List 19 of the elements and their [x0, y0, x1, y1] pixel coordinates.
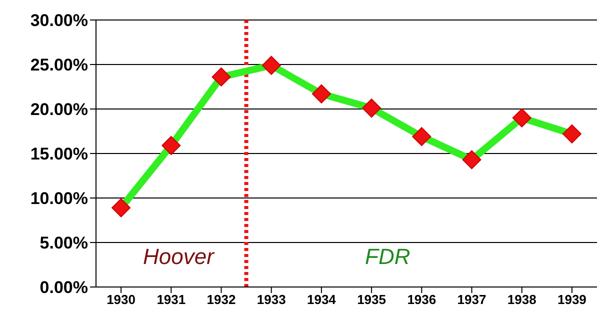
y-tick-label: 0.00% — [40, 278, 88, 298]
x-tick-label: 1939 — [557, 292, 586, 308]
x-tick-label: 1930 — [106, 292, 136, 308]
annotation: FDR — [365, 244, 410, 270]
x-tick-label: 1937 — [457, 292, 486, 308]
y-tick-label: 20.00% — [30, 100, 88, 120]
y-tick-label: 10.00% — [30, 189, 88, 208]
x-tick-label: 1935 — [357, 292, 386, 308]
x-tick-label: 1931 — [156, 292, 186, 308]
y-tick-label: 25.00% — [30, 56, 88, 75]
x-tick-label: 1938 — [507, 292, 536, 308]
y-tick-label: 15.00% — [30, 144, 88, 164]
y-tick-label: 5.00% — [40, 234, 88, 253]
x-tick-label: 1936 — [407, 292, 436, 308]
x-tick-label: 1933 — [256, 292, 286, 308]
annotation: Hoover — [143, 244, 214, 270]
y-tick-label: 30.00% — [30, 11, 88, 30]
x-tick-label: 1934 — [306, 292, 337, 308]
x-tick-label: 1932 — [206, 292, 236, 308]
